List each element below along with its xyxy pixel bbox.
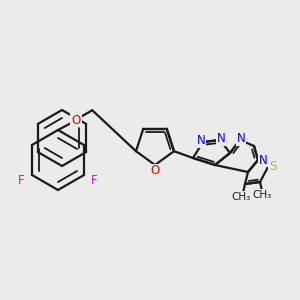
Text: N: N (237, 133, 245, 146)
Text: N: N (259, 154, 267, 166)
Text: N: N (217, 133, 225, 146)
Text: O: O (150, 164, 160, 178)
Text: F: F (18, 175, 25, 188)
Text: S: S (269, 160, 277, 172)
Text: CH₃: CH₃ (231, 192, 250, 202)
Text: O: O (71, 113, 81, 127)
Text: N: N (196, 134, 206, 148)
Text: F: F (91, 175, 98, 188)
Text: CH₃: CH₃ (252, 190, 272, 200)
